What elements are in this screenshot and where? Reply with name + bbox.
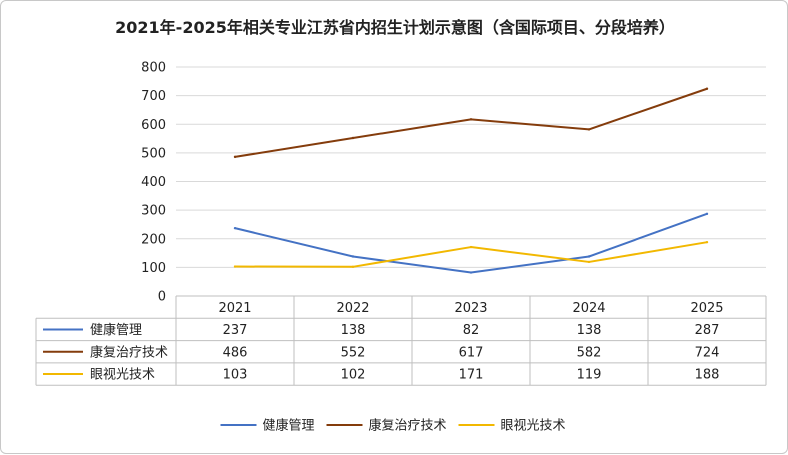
data-label: 82 (463, 323, 480, 338)
x-tick-label: 2022 (336, 301, 369, 316)
data-label: 552 (341, 345, 366, 360)
data-label: 237 (223, 323, 248, 338)
data-point (587, 128, 591, 131)
legend-label: 眼视光技术 (501, 419, 566, 434)
y-tick-label: 800 (141, 61, 166, 76)
data-label: 486 (223, 345, 248, 360)
data-label: 171 (459, 368, 484, 383)
data-table: 2021 2022 2023 2024 2025 健康管理 237 138 82 138 287 康复… (35, 295, 767, 386)
data-point (233, 226, 237, 230)
data-point (469, 271, 473, 274)
data-label: 138 (577, 323, 602, 338)
data-point (351, 265, 355, 269)
data-label: 617 (459, 345, 484, 360)
table-series-name: 眼视光技术 (90, 368, 155, 383)
legend-label: 康复治疗技术 (369, 418, 447, 434)
legend: 健康管理 康复治疗技术 眼视光技术 (220, 418, 566, 434)
series-line (234, 212, 708, 274)
data-point (705, 87, 709, 90)
series-line (234, 87, 708, 158)
y-tick-label: 200 (141, 232, 166, 247)
data-point (469, 118, 473, 121)
table-series-name: 健康管理 (90, 322, 142, 338)
data-point (705, 240, 709, 244)
data-point (233, 155, 237, 159)
x-tick-label: 2021 (218, 301, 251, 316)
data-point (469, 245, 473, 249)
data-point (705, 212, 709, 216)
y-tick-label: 700 (141, 89, 166, 104)
y-tick-label: 100 (141, 261, 166, 276)
data-label: 188 (695, 368, 720, 383)
x-tick-label: 2024 (572, 301, 605, 316)
y-tick-label: 0 (158, 290, 166, 305)
data-label: 103 (223, 368, 248, 383)
data-point (233, 265, 237, 268)
data-label: 287 (695, 323, 720, 338)
data-point (351, 136, 355, 140)
x-tick-label: 2025 (690, 301, 723, 316)
y-axis: 0 100 200 300 400 500 600 700 800 (141, 61, 166, 305)
data-point (587, 255, 591, 258)
data-point (351, 255, 355, 258)
y-tick-label: 600 (141, 118, 166, 133)
series-lines (233, 87, 709, 274)
data-label: 582 (577, 345, 602, 360)
y-tick-label: 400 (141, 175, 166, 190)
table-series-name: 康复治疗技术 (90, 344, 168, 360)
gridlines (176, 66, 766, 268)
data-label: 138 (341, 323, 366, 338)
y-tick-label: 300 (141, 204, 166, 219)
data-label: 724 (695, 345, 720, 360)
y-tick-label: 500 (141, 146, 166, 161)
legend-label: 健康管理 (263, 418, 315, 434)
data-label: 102 (341, 368, 366, 383)
x-tick-label: 2023 (454, 301, 487, 316)
data-point (587, 260, 591, 264)
chart-title: 2021年-2025年相关专业江苏省内招生计划示意图（含国际项目、分段培养） (115, 18, 675, 37)
data-label: 119 (577, 368, 602, 383)
